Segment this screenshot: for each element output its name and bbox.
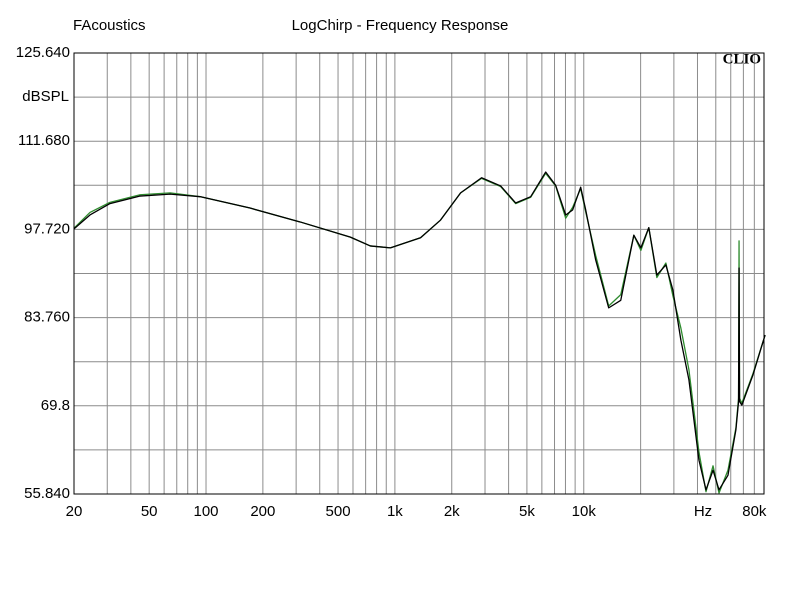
x-tick-label: 50 [141,503,158,520]
logo: CLIO [723,51,761,67]
x-tick-label: 5k [519,503,535,520]
y-axis-label: dBSPL [22,88,69,105]
x-tick-label: 200 [250,503,275,520]
plot-frame [73,52,765,495]
x-tick-label: 10k [572,503,597,520]
y-tick-label: 125.640 [16,44,70,61]
series-line [73,171,766,491]
y-tick-label: 83.760 [24,309,70,326]
x-tick-label: 500 [326,503,351,520]
y-tick-label: 97.720 [24,220,70,237]
curves [73,171,766,494]
y-tick-label: 55.840 [24,485,70,502]
tick-labels: 55.840 69.8 83.760 97.720 111.680 125.640 20 50… [16,44,767,520]
chart-title: LogChirp - Frequency Response [292,17,509,34]
x-tick-label: 100 [194,503,219,520]
x-tick-label: 80k [742,503,767,520]
x-tick-label: 1k [387,503,403,520]
brand: FAcoustics [73,17,146,34]
grid [73,52,764,495]
x-tick-label: 2k [444,503,460,520]
y-tick-label: 69.8 [41,397,70,414]
y-tick-label: 111.680 [18,132,70,149]
x-axis-label: Hz [694,503,712,520]
x-tick-label: 20 [66,503,83,520]
